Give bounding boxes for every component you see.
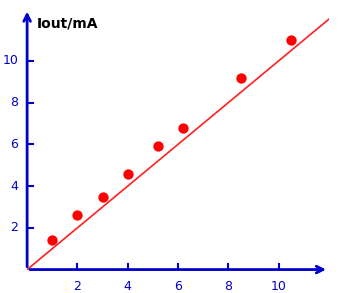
Point xyxy=(180,125,186,130)
Text: 4: 4 xyxy=(124,280,132,293)
Text: 8: 8 xyxy=(224,280,232,293)
Point xyxy=(238,75,243,80)
Text: 6: 6 xyxy=(174,280,182,293)
Text: Iout/mA: Iout/mA xyxy=(37,17,99,30)
Point xyxy=(49,238,55,243)
Point xyxy=(125,171,131,176)
Text: 4: 4 xyxy=(11,180,18,193)
Text: 6: 6 xyxy=(11,138,18,151)
Text: 2: 2 xyxy=(11,221,18,234)
Text: 10: 10 xyxy=(2,54,18,67)
Point xyxy=(100,194,105,199)
Text: 10: 10 xyxy=(271,280,286,293)
Point xyxy=(288,38,294,42)
Text: 8: 8 xyxy=(10,96,18,109)
Point xyxy=(155,144,161,149)
Text: 2: 2 xyxy=(74,280,81,293)
Point xyxy=(75,213,80,218)
